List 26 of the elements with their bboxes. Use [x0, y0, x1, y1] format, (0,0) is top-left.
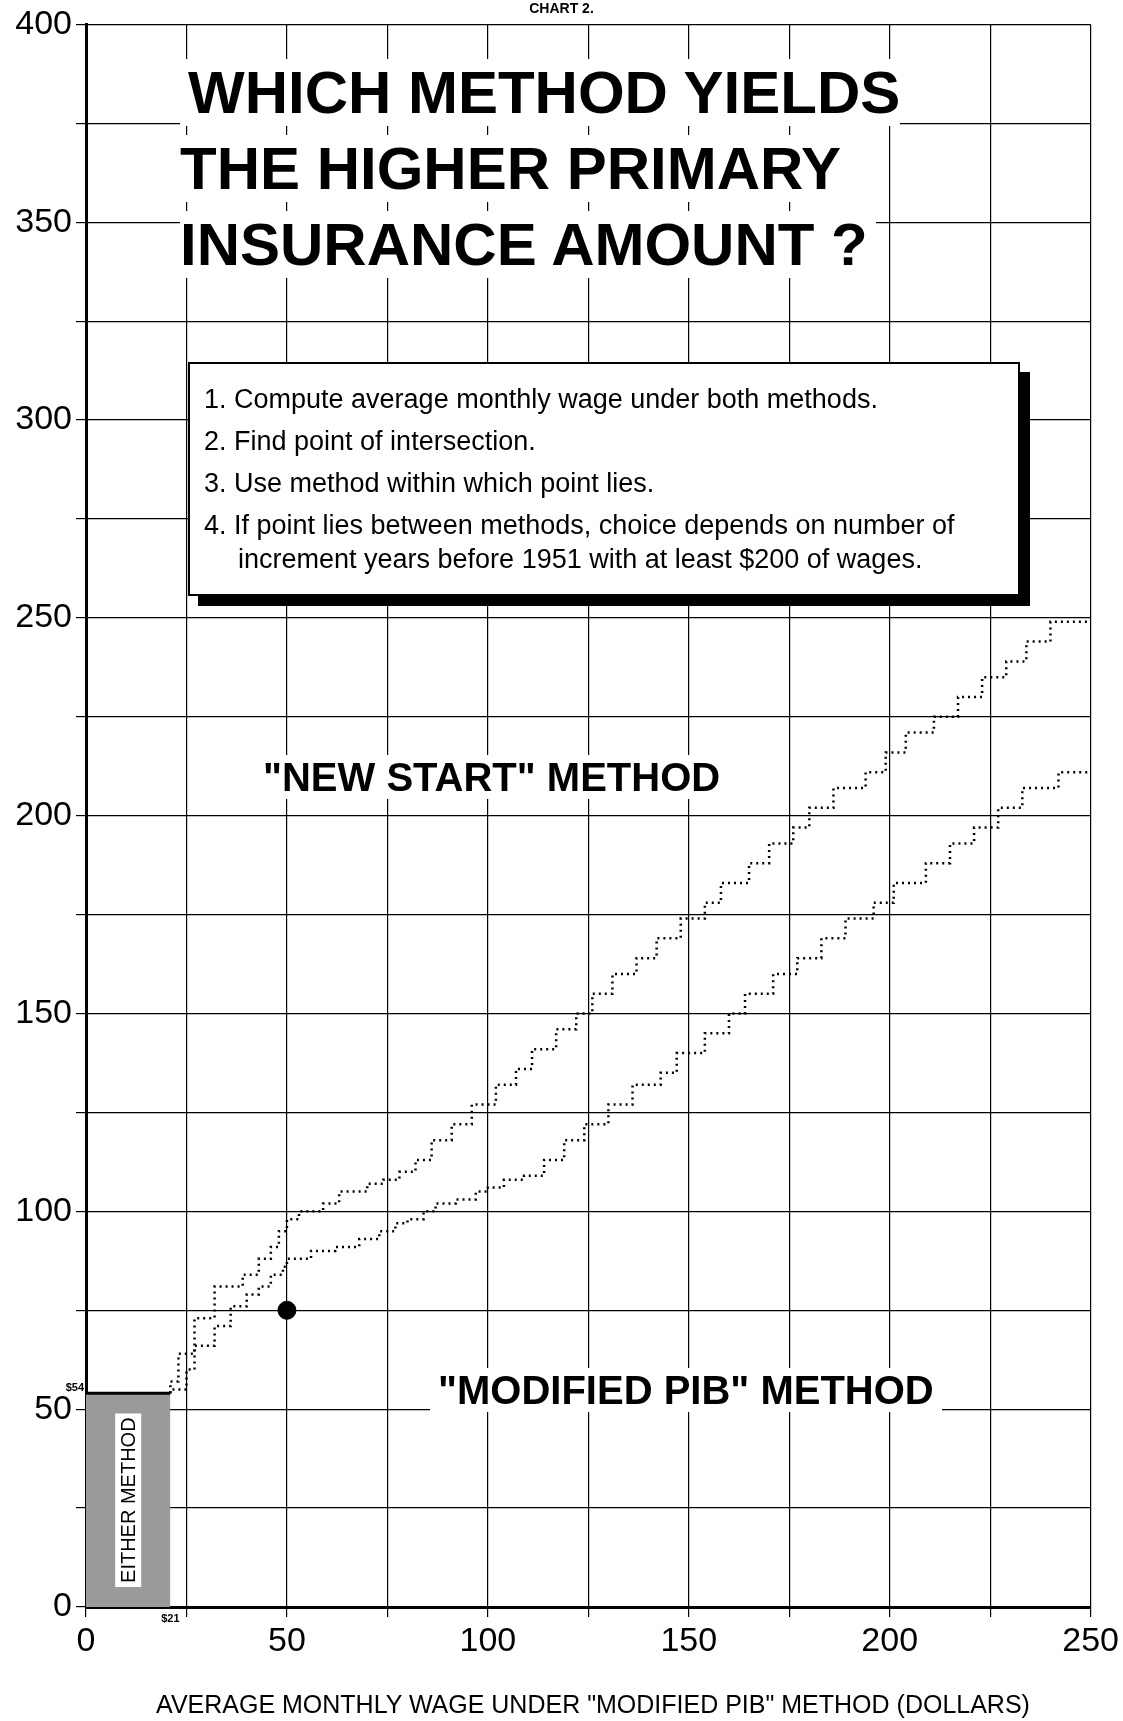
- x-tick-label: 50: [268, 1619, 306, 1658]
- y-tick-label: 100: [15, 1189, 72, 1228]
- annotation: "MODIFIED PIB" METHOD: [430, 1368, 942, 1412]
- x-tick-label: 200: [861, 1619, 919, 1658]
- annotation: 3. Use method within which point lies.: [204, 467, 656, 500]
- x-tick-label: 0: [76, 1619, 96, 1658]
- x-axis-title: AVERAGE MONTHLY WAGE UNDER "MODIFIED PIB" METHOD (DOLLARS): [155, 1690, 1031, 1719]
- text: WHICH METHOD YIELDS THE HIGHER PRIMARY INSURANCE AMOUNT ?: [180, 59, 901, 278]
- y-tick-label: 150: [15, 991, 72, 1030]
- annotation: 2. Find point of intersection.: [204, 425, 537, 458]
- y-tick-label: 350: [15, 200, 72, 239]
- x-tick-label: 250: [1062, 1619, 1119, 1658]
- y-tick-label: 200: [15, 794, 72, 833]
- x-tick-label: 150: [660, 1619, 718, 1658]
- y-tick-label: 250: [15, 596, 72, 635]
- annotation: "NEW START" METHOD: [255, 755, 729, 799]
- annotation: 4. If point lies between methods, choice depends on number of increment years before 1951 with at least $200 of wages.: [204, 509, 956, 576]
- y-tick-label: 300: [15, 398, 72, 437]
- caption: CHART 2.: [529, 0, 594, 16]
- series-label: EITHER METHOD: [116, 1417, 139, 1583]
- annotation: $21: [161, 1611, 180, 1624]
- y-tick-label: 0: [53, 1585, 72, 1624]
- annotation: $54: [65, 1380, 85, 1393]
- annotation: 1. Compute average monthly wage under both methods.: [204, 383, 879, 416]
- x-tick-label: 100: [459, 1619, 517, 1658]
- y-tick-label: 400: [15, 2, 72, 41]
